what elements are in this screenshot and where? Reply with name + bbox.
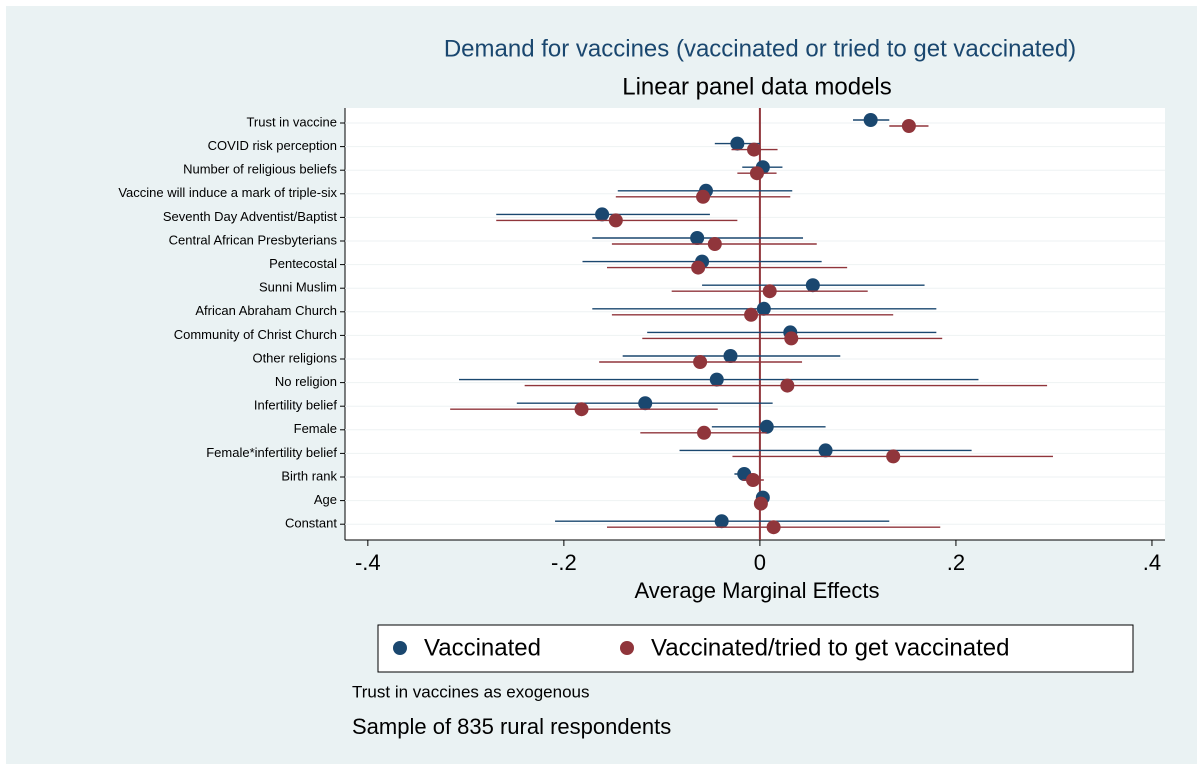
y-tick-label: Pentecostal — [269, 256, 337, 271]
point-estimate — [690, 231, 705, 245]
point-estimate — [805, 278, 820, 293]
point-estimate — [886, 449, 901, 464]
plot-area — [345, 108, 1165, 540]
note: Trust in vaccines as exogenous — [352, 682, 590, 701]
y-tick-label: Vaccine will induce a mark of triple-six — [118, 185, 337, 200]
y-tick-label: Number of religious beliefs — [183, 162, 337, 177]
x-tick-label: -.2 — [551, 550, 577, 575]
point-estimate — [747, 142, 762, 157]
x-tick-label: -.4 — [355, 550, 381, 575]
point-estimate — [574, 402, 589, 417]
y-tick-label: Trust in vaccine — [246, 114, 337, 129]
legend-marker — [393, 641, 407, 655]
y-tick-label: Age — [314, 492, 337, 507]
chart-subtitle: Linear panel data models — [622, 73, 892, 100]
chart-title: Demand for vaccines (vaccinated or tried… — [444, 35, 1076, 62]
y-tick-label: Birth rank — [281, 468, 337, 483]
point-estimate — [730, 136, 745, 151]
y-tick-label: Central African Presbyterians — [169, 232, 338, 247]
point-estimate — [784, 331, 799, 346]
y-tick-label: Constant — [285, 516, 337, 531]
point-estimate — [723, 349, 738, 363]
legend-box — [377, 624, 1134, 673]
point-estimate — [746, 473, 761, 487]
y-tick-label: Sunni Muslim — [259, 280, 337, 295]
legend-label: Vaccinated — [424, 634, 541, 661]
point-estimate — [638, 396, 653, 411]
y-tick-label: Other religions — [252, 350, 337, 365]
point-estimate — [709, 372, 724, 387]
point-estimate — [759, 419, 774, 434]
note: Sample of 835 rural respondents — [352, 714, 671, 739]
point-estimate — [863, 113, 878, 127]
point-estimate — [691, 260, 706, 275]
point-estimate — [697, 425, 712, 440]
x-axis-label: Average Marginal Effects — [635, 578, 880, 603]
point-estimate — [762, 284, 777, 299]
point-estimate — [595, 207, 610, 222]
point-estimate — [696, 189, 711, 204]
point-estimate — [693, 355, 708, 369]
point-estimate — [753, 496, 768, 511]
point-estimate — [766, 520, 781, 535]
point-estimate — [756, 301, 771, 316]
y-tick-label: COVID risk perception — [208, 138, 337, 153]
legend-marker — [620, 641, 634, 655]
point-estimate — [749, 166, 764, 181]
y-tick-label: No religion — [275, 374, 337, 389]
point-estimate — [608, 213, 623, 228]
point-estimate — [744, 307, 759, 322]
x-tick-label: .4 — [1143, 550, 1161, 575]
x-tick-label: 0 — [754, 550, 766, 575]
point-estimate — [901, 119, 916, 133]
y-tick-label: Female — [294, 421, 337, 436]
y-tick-label: Infertility belief — [254, 398, 337, 413]
y-tick-label: Seventh Day Adventist/Baptist — [163, 209, 338, 224]
point-estimate — [780, 378, 795, 393]
y-tick-label: Community of Christ Church — [174, 327, 337, 342]
legend-label: Vaccinated/tried to get vaccinated — [651, 634, 1009, 661]
y-tick-label: African Abraham Church — [195, 303, 337, 318]
x-tick-label: .2 — [947, 550, 965, 575]
point-estimate — [707, 237, 722, 251]
point-estimate — [714, 514, 729, 529]
point-estimate — [818, 443, 833, 458]
y-tick-label: Female*infertility belief — [206, 445, 337, 460]
